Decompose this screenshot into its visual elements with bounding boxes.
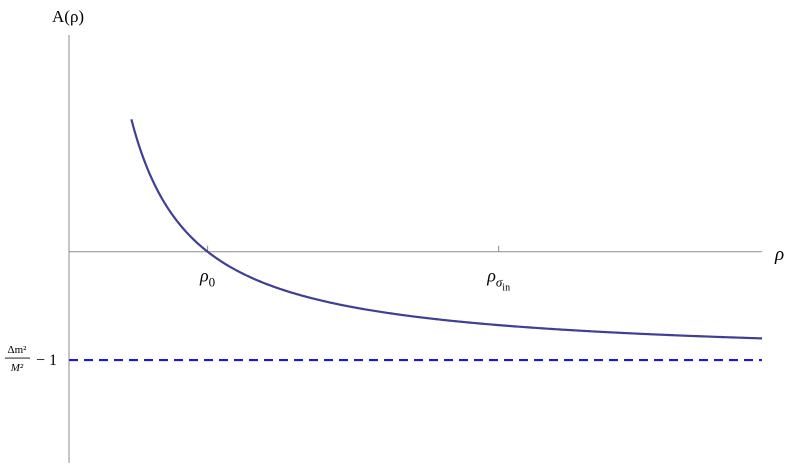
series-line [130, 118, 763, 340]
asymptote-label-numerator: Δm² [8, 344, 28, 356]
x-tick-label: ρσin [486, 266, 510, 294]
asymptote: Δm² M² − 1 [5, 344, 762, 374]
x-axis-label: ρ [774, 244, 784, 265]
asymptote-label-tail: − 1 [36, 352, 57, 369]
x-tick-label: ρ0 [199, 266, 215, 290]
series-group [130, 118, 763, 340]
x-ticks: ρ0 ρσin [199, 245, 510, 294]
asymptote-label-denominator: M² [10, 362, 24, 374]
axes [68, 35, 762, 463]
y-axis-label: A(ρ) [52, 7, 84, 26]
